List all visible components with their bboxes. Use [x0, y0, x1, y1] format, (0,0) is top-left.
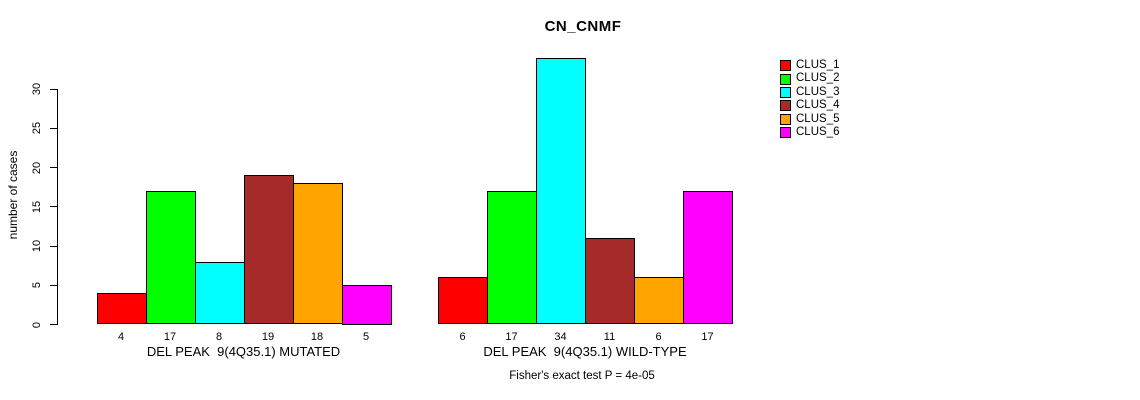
y-tick-label: 30 — [31, 82, 43, 96]
bar-value-label: 18 — [310, 331, 324, 343]
y-tick-label: 20 — [31, 161, 43, 174]
y-tick-mark — [50, 206, 57, 208]
y-tick-label: 0 — [31, 321, 43, 328]
chart-title: CN_CNMF — [544, 18, 622, 35]
bar-clus_2 — [145, 191, 196, 325]
bar-clus_1 — [96, 293, 147, 325]
y-axis-line — [57, 89, 58, 325]
bar-clus_5 — [634, 277, 684, 325]
y-axis-label: number of cases — [6, 150, 20, 240]
bar-clus_1 — [438, 277, 488, 325]
y-tick-mark — [50, 127, 57, 129]
legend-label: CLUS_4 — [796, 99, 840, 112]
bar-clus_3 — [194, 261, 245, 325]
bar-clus_6 — [341, 285, 392, 325]
bar-value-label: 17 — [505, 331, 518, 343]
bar-clus_3 — [536, 57, 586, 325]
legend-item: CLUS_5 — [780, 112, 840, 125]
bar-clus_4 — [585, 238, 635, 325]
y-tick-mark — [50, 324, 57, 325]
legend-swatch-clus_6 — [780, 127, 791, 139]
legend-swatch-clus_3 — [780, 86, 791, 98]
bar-value-label: 8 — [215, 331, 223, 343]
bar-clus_2 — [487, 191, 537, 325]
y-tick-mark — [50, 167, 57, 168]
legend-item: CLUS_4 — [780, 99, 840, 112]
legend-item: CLUS_1 — [780, 58, 840, 72]
y-tick-mark — [50, 245, 57, 247]
bar-value-label: 19 — [261, 331, 275, 343]
bar-value-label: 11 — [603, 331, 616, 343]
legend-item: CLUS_6 — [780, 125, 840, 139]
y-tick-mark — [50, 284, 57, 286]
legend-label: CLUS_3 — [796, 85, 840, 98]
bar-value-label: 6 — [655, 331, 662, 343]
legend-item: CLUS_3 — [780, 85, 840, 98]
legend-label: CLUS_2 — [796, 72, 840, 85]
bar-clus_5 — [292, 183, 343, 325]
legend-swatch-clus_4 — [780, 100, 791, 112]
bar-value-label: 5 — [362, 331, 370, 343]
bar-value-label: 4 — [117, 331, 125, 343]
y-tick-label: 10 — [31, 239, 43, 253]
y-tick-mark — [50, 88, 57, 90]
annotation-text: Fisher's exact test P = 4e-05 — [509, 370, 655, 382]
x-axis-group-label: DEL PEAK 9(4Q35.1) WILD-TYPE — [483, 344, 687, 359]
legend-label: CLUS_6 — [796, 125, 840, 138]
legend-swatch-clus_5 — [780, 113, 791, 125]
bar-value-label: 17 — [701, 331, 714, 343]
bar-value-label: 34 — [554, 331, 567, 343]
y-tick-label: 5 — [31, 282, 43, 289]
x-axis-group-label: DEL PEAK 9(4Q35.1) MUTATED — [146, 344, 341, 359]
bar-value-label: 17 — [163, 331, 177, 343]
y-tick-label: 25 — [31, 122, 43, 135]
bar-clus_4 — [243, 175, 294, 325]
bar-value-label: 6 — [459, 331, 466, 343]
legend-item: CLUS_2 — [780, 72, 840, 85]
legend-swatch-clus_1 — [780, 60, 791, 72]
legend: CLUS_1 CLUS_2 CLUS_3 CLUS_4 CLUS_5 CLUS_6 — [780, 58, 840, 140]
y-tick-label: 15 — [31, 200, 43, 213]
legend-label: CLUS_5 — [796, 112, 840, 125]
legend-label: CLUS_1 — [796, 58, 840, 71]
legend-swatch-clus_2 — [780, 73, 791, 85]
bar-clus_6 — [683, 191, 733, 325]
